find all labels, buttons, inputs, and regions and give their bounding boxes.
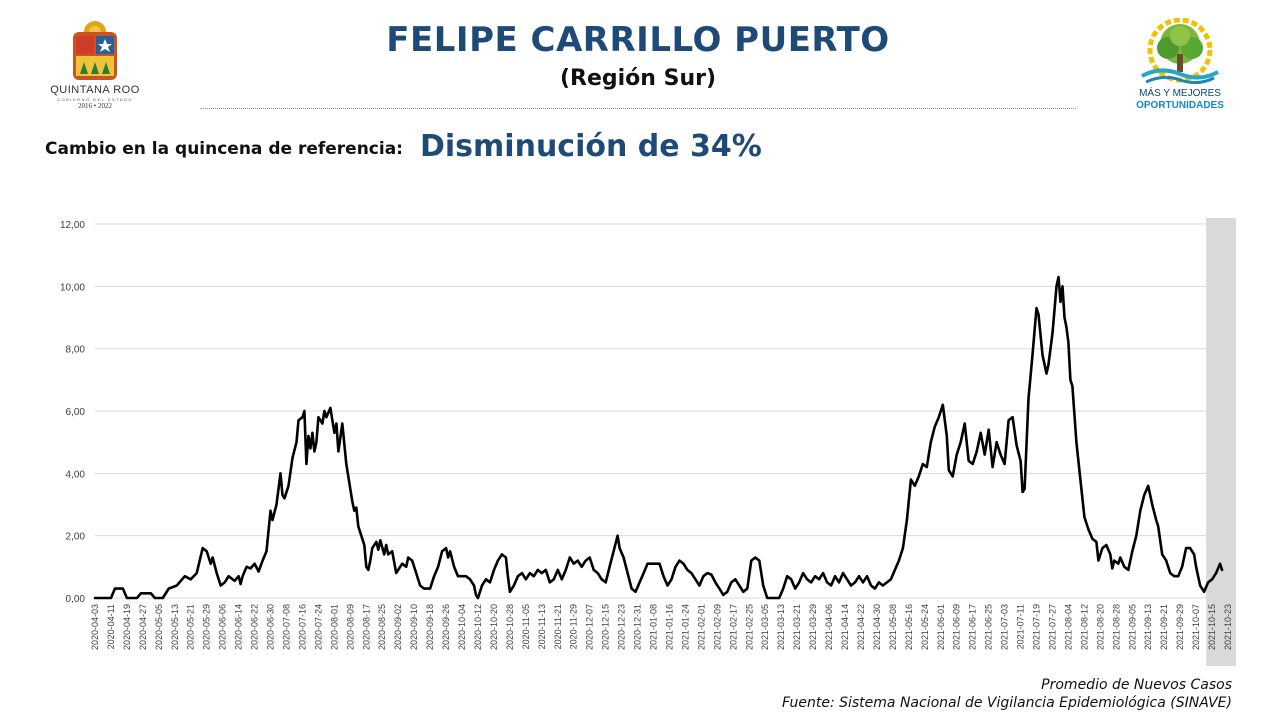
x-tick-label: 2021-08-12: [1079, 604, 1089, 650]
x-tick-label: 2021-05-24: [920, 604, 930, 650]
x-tick-label: 2021-04-06: [824, 604, 834, 650]
x-tick-label: 2021-07-03: [1000, 604, 1010, 650]
x-tick-label: 2021-03-13: [776, 604, 786, 650]
change-label: Cambio en la quincena de referencia:: [45, 139, 403, 159]
x-tick-label: 2020-10-12: [473, 604, 483, 650]
y-tick-label: 6,00: [66, 407, 86, 418]
x-tick-label: 2020-08-25: [377, 604, 387, 650]
x-tick-label: 2021-07-27: [1047, 604, 1057, 650]
x-tick-label: 2020-06-22: [250, 604, 260, 650]
x-tick-label: 2020-12-23: [617, 604, 627, 650]
x-tick-label: 2020-10-20: [489, 604, 499, 650]
x-tick-label: 2020-05-13: [170, 604, 180, 650]
x-tick-label: 2021-03-21: [792, 604, 802, 650]
x-tick-label: 2021-06-09: [952, 604, 962, 650]
logo-left-name: QUINTANA ROO: [50, 84, 140, 96]
x-tick-label: 2020-11-29: [569, 604, 579, 649]
x-tick-label: 2021-10-23: [1223, 604, 1233, 650]
x-tick-label: 2020-06-30: [266, 604, 276, 650]
x-tick-label: 2020-08-01: [329, 604, 339, 650]
x-tick-label: 2020-07-24: [313, 604, 323, 650]
x-tick-label: 2020-06-14: [234, 604, 244, 650]
logo-left-sub: GOBIERNO DEL ESTADO: [56, 97, 134, 102]
x-tick-label: 2020-12-31: [633, 604, 643, 650]
x-tick-label: 2021-08-28: [1111, 604, 1121, 650]
x-tick-label: 2021-08-04: [1063, 604, 1073, 650]
tree-icon: [1141, 17, 1219, 85]
x-tick-label: 2021-01-08: [649, 604, 659, 650]
x-tick-label: 2021-02-17: [728, 604, 738, 650]
x-tick-label: 2021-10-07: [1191, 604, 1201, 650]
x-tick-label: 2021-04-22: [856, 604, 866, 650]
x-tick-label: 2020-09-18: [425, 604, 435, 650]
x-tick-label: 2020-09-02: [393, 604, 403, 650]
x-tick-label: 2020-12-15: [601, 604, 611, 650]
x-tick-label: 2020-04-27: [138, 604, 148, 650]
x-tick-label: 2020-12-07: [585, 604, 595, 650]
x-tick-label: 2020-08-09: [345, 604, 355, 650]
x-tick-label: 2020-04-19: [122, 604, 132, 650]
x-tick-label: 2021-08-20: [1095, 604, 1105, 650]
highlight-band: [1206, 218, 1236, 666]
x-tick-label: 2020-05-29: [202, 604, 212, 650]
page-subtitle: (Región Sur): [559, 66, 717, 91]
x-tick-label: 2020-11-21: [553, 604, 563, 649]
x-tick-label: 2020-11-13: [537, 604, 547, 649]
x-tick-label: 2021-01-24: [680, 604, 690, 650]
x-tick-label: 2021-03-05: [760, 604, 770, 650]
x-tick-label: 2021-09-21: [1159, 604, 1169, 650]
x-tick-label: 2021-01-16: [664, 604, 674, 650]
x-tick-label: 2021-05-16: [904, 604, 914, 650]
x-tick-label: 2020-09-10: [409, 604, 419, 650]
x-tick-label: 2021-05-08: [888, 604, 898, 650]
y-tick-label: 0,00: [66, 594, 86, 605]
coat-of-arms-icon: [73, 21, 117, 80]
logo-left-years: 2016 • 2022: [78, 102, 112, 110]
x-tick-label: 2020-07-16: [297, 604, 307, 650]
x-tick-label: 2020-10-04: [457, 604, 467, 650]
x-tick-label: 2021-07-11: [1016, 604, 1026, 649]
x-tick-label: 2020-06-06: [218, 604, 228, 650]
x-tick-label: 2021-06-01: [936, 604, 946, 650]
x-tick-label: 2020-04-11: [106, 604, 116, 649]
page-title: FELIPE CARRILLO PUERTO: [386, 20, 890, 60]
x-tick-label: 2021-07-19: [1032, 604, 1042, 650]
x-tick-label: 2020-08-17: [361, 604, 371, 650]
x-tick-label: 2020-10-28: [505, 604, 515, 650]
x-tick-label: 2021-02-01: [696, 604, 706, 650]
cases-line-chart: 0,00 2,00 4,00 6,00 8,00 10,00 12,00 2020-04-03…: [60, 218, 1236, 666]
x-tick-label: 2020-04-03: [90, 604, 100, 650]
x-tick-label: 2020-11-05: [521, 604, 531, 649]
chart-caption: Promedio de Nuevos Casos: [1041, 677, 1232, 693]
x-tick-label: 2021-09-29: [1175, 604, 1185, 650]
y-tick-label: 12,00: [60, 220, 85, 231]
y-tick-label: 2,00: [66, 532, 86, 543]
y-tick-label: 8,00: [66, 345, 86, 356]
x-tick-label: 2021-02-25: [744, 604, 754, 650]
change-value: Disminución de 34%: [420, 129, 762, 164]
header-divider: [200, 108, 1076, 109]
x-tick-label: 2021-02-09: [712, 604, 722, 650]
x-tick-label: 2021-04-30: [872, 604, 882, 650]
x-tick-label: 2021-06-17: [968, 604, 978, 650]
y-tick-label: 10,00: [60, 282, 85, 293]
quintana-roo-logo: QUINTANA ROO GOBIERNO DEL ESTADO 2016 • …: [40, 18, 150, 110]
series-line: [93, 275, 1224, 600]
x-tick-label: 2021-09-13: [1143, 604, 1153, 650]
x-tick-label: 2020-09-26: [441, 604, 451, 650]
x-tick-label: 2021-10-15: [1207, 604, 1217, 650]
x-tick-label: 2020-07-08: [281, 604, 291, 650]
logo-right-line2: OPORTUNIDADES: [1136, 100, 1224, 111]
x-tick-label: 2020-05-05: [154, 604, 164, 650]
x-tick-label: 2021-04-14: [840, 604, 850, 650]
x-tick-label: 2021-09-05: [1127, 604, 1137, 650]
y-tick-label: 4,00: [66, 469, 86, 480]
x-tick-label: 2021-06-25: [984, 604, 994, 650]
oportunidades-logo: MÁS Y MEJORES OPORTUNIDADES: [1120, 17, 1240, 116]
x-tick-label: 2020-05-21: [186, 604, 196, 650]
source-note: Fuente: Sistema Nacional de Vigilancia E…: [782, 695, 1232, 711]
x-tick-label: 2021-03-29: [808, 604, 818, 650]
logo-right-line1: MÁS Y MEJORES: [1139, 88, 1221, 99]
